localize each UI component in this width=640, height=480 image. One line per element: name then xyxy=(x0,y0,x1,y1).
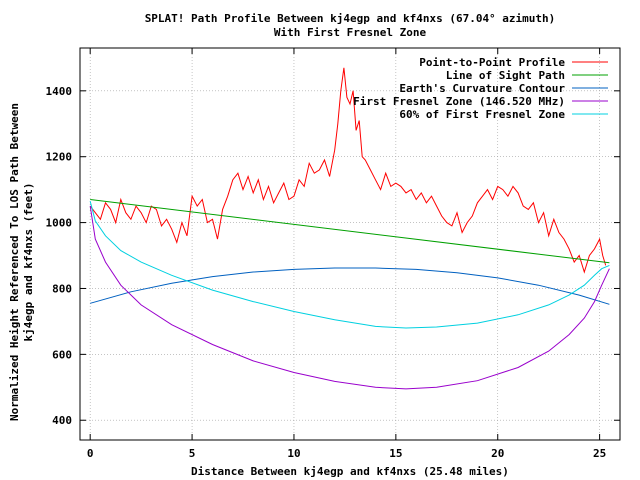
x-tick-label: 5 xyxy=(189,447,196,460)
y-tick-label: 1400 xyxy=(46,85,73,98)
plot-frame xyxy=(79,47,621,441)
plot-area xyxy=(89,67,610,390)
legend-label-4: 60% of First Fresnel Zone xyxy=(399,108,565,121)
x-tick-label: 0 xyxy=(87,447,94,460)
series-line-4 xyxy=(89,201,610,329)
y-tick-label: 1000 xyxy=(46,217,73,230)
series-line-3 xyxy=(89,206,610,390)
legend-label-0: Point-to-Point Profile xyxy=(419,56,565,69)
x-axis-label: Distance Between kj4egp and kf4nxs (25.4… xyxy=(191,465,509,478)
y-axis-label-line2: kj4egp and kf4nxs (feet) xyxy=(22,183,35,342)
chart-subtitle: With First Fresnel Zone xyxy=(274,26,427,39)
legend-label-1: Line of Sight Path xyxy=(446,69,565,82)
y-axis-label-line1: Normalized Height Referenced To LOS Path… xyxy=(8,103,21,421)
x-tick-label: 15 xyxy=(389,447,402,460)
y-tick-label: 400 xyxy=(52,414,72,427)
x-tick-label: 25 xyxy=(593,447,606,460)
legend-label-3: First Fresnel Zone (146.520 MHz) xyxy=(353,95,565,108)
y-tick-label: 800 xyxy=(52,282,72,295)
series-line-2 xyxy=(90,267,610,305)
y-tick-label: 1200 xyxy=(46,151,73,164)
y-tick-label: 600 xyxy=(52,348,72,361)
series-line-0 xyxy=(89,67,607,274)
grid xyxy=(80,48,620,440)
axis-ticks: 0 5 10 15 20 25 400 600 800 1000 1200 1400 xyxy=(46,48,620,460)
legend-label-2: Earth's Curvature Contour xyxy=(399,82,565,95)
chart-title: SPLAT! Path Profile Between kj4egp and k… xyxy=(145,12,556,25)
series-line-1 xyxy=(90,199,610,264)
x-tick-label: 20 xyxy=(491,447,504,460)
x-tick-label: 10 xyxy=(287,447,300,460)
